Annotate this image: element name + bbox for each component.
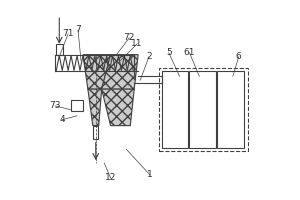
Bar [189, 71, 216, 148]
Text: 71: 71 [62, 29, 74, 38]
Text: 2: 2 [146, 52, 152, 61]
Polygon shape [83, 55, 111, 89]
Text: 7: 7 [75, 25, 81, 34]
Text: 12: 12 [105, 173, 116, 182]
Text: 4: 4 [59, 115, 65, 124]
Text: 73: 73 [50, 101, 61, 110]
Polygon shape [88, 89, 102, 126]
Bar [162, 71, 188, 148]
Bar [93, 126, 98, 139]
Polygon shape [102, 55, 138, 89]
Text: 11: 11 [131, 39, 143, 48]
Bar [56, 44, 63, 55]
Bar [159, 68, 247, 151]
Text: 6: 6 [236, 52, 242, 61]
Text: 5: 5 [166, 48, 172, 57]
Bar [217, 71, 244, 148]
Bar [71, 100, 83, 111]
Text: 1: 1 [147, 170, 153, 179]
Polygon shape [102, 89, 134, 126]
Text: 72: 72 [124, 33, 135, 42]
Text: 61: 61 [184, 48, 195, 57]
